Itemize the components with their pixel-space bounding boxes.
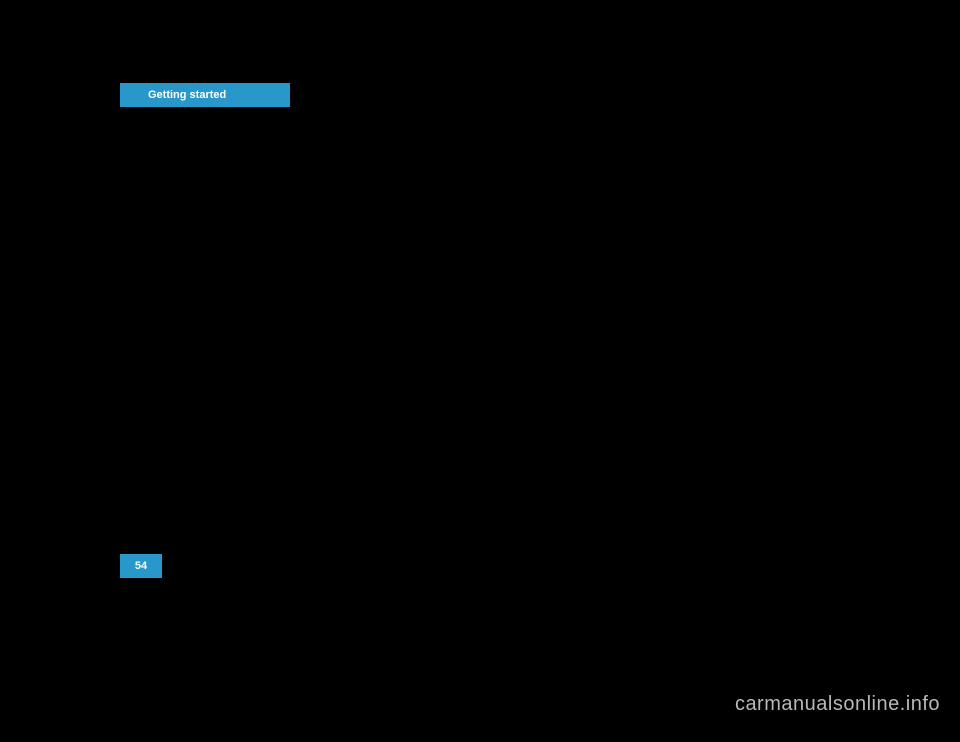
page-number-box: 54 (120, 554, 162, 578)
section-header-tab: Getting started (120, 83, 290, 107)
section-title: Getting started (148, 89, 226, 101)
watermark-text: carmanualsonline.info (735, 693, 940, 716)
page-number: 54 (135, 560, 147, 572)
